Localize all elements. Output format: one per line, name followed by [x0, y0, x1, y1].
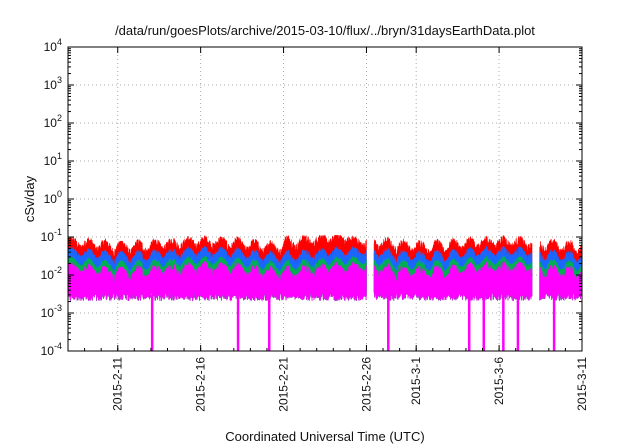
y-tick-label: 102 [44, 113, 62, 130]
y-tick-label: 100 [44, 189, 62, 206]
x-tick-label: 2015-2-16 [194, 357, 208, 412]
magenta-dropout [267, 294, 271, 351]
y-axis-label: cSv/day [22, 175, 37, 222]
x-axis-label: Coordinated Universal Time (UTC) [225, 429, 424, 444]
plot-area [67, 234, 583, 351]
magenta-dropout [467, 294, 471, 351]
x-tick-label: 2015-3-1 [409, 357, 423, 405]
y-tick-label: 10-3 [41, 303, 62, 320]
x-tick-label: 2015-3-6 [492, 357, 506, 405]
grid [68, 47, 582, 351]
magenta-dropout [502, 294, 505, 351]
x-axis-ticks: 2015-2-11 2015-2-16 2015-2-21 2015-2-26 2015… [67, 47, 589, 412]
y-tick-label: 104 [44, 37, 62, 54]
y-axis-ticks: 104 103 102 101 100 10-1 10-2 10-3 10-4 [41, 37, 582, 358]
chart-title: /data/run/goesPlots/archive/2015-03-10/f… [115, 23, 535, 38]
magenta-dropout [482, 294, 486, 351]
x-tick-label: 2015-2-11 [111, 357, 125, 411]
magenta-dropout [516, 294, 520, 351]
magenta-dropout [236, 294, 240, 351]
x-tick-label: 2015-2-21 [277, 357, 291, 412]
magenta-dropout [150, 294, 154, 351]
y-tick-label: 10-2 [41, 265, 62, 282]
x-tick-label: 2015-2-26 [359, 357, 373, 412]
y-tick-label: 10-1 [41, 227, 62, 244]
y-tick-label: 101 [44, 151, 62, 168]
y-tick-label: 10-4 [41, 341, 62, 358]
y-tick-label: 103 [44, 75, 62, 92]
x-tick-label: 2015-3-11 [575, 357, 589, 411]
magenta-dropout [552, 294, 556, 351]
magenta-dropout [387, 294, 390, 351]
